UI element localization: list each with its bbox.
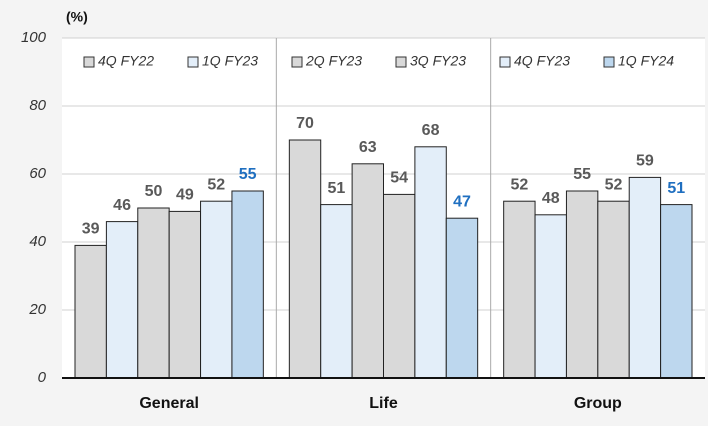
bar (534, 214, 567, 379)
legend-label: 4Q FY23 (514, 53, 570, 69)
bar (383, 193, 416, 379)
bar (445, 217, 479, 379)
bar (200, 200, 233, 379)
data-label: 46 (113, 197, 131, 214)
data-label: 48 (542, 190, 560, 207)
bar (168, 210, 202, 379)
data-label: 39 (82, 221, 100, 238)
x-tick-label: Life (369, 395, 398, 412)
bar (74, 244, 107, 379)
data-label: 55 (573, 166, 591, 183)
bar (320, 204, 353, 379)
y-tick-label: 20 (28, 301, 46, 318)
data-label: 59 (636, 153, 654, 170)
data-label: 52 (510, 176, 528, 193)
data-label: 47 (453, 193, 471, 210)
data-label: 51 (328, 180, 346, 197)
legend-swatch (187, 56, 199, 68)
bar (597, 200, 630, 379)
legend-swatch (395, 56, 407, 68)
y-tick-label: 0 (38, 369, 47, 386)
data-label: 70 (296, 115, 314, 132)
bar (414, 146, 447, 379)
data-label: 54 (390, 170, 408, 187)
legend-label: 1Q FY23 (202, 53, 258, 69)
data-label: 52 (605, 176, 623, 193)
bar (105, 221, 139, 379)
legend-label: 4Q FY22 (98, 53, 154, 69)
legend-swatch (83, 56, 95, 68)
x-tick-label: Group (574, 395, 622, 412)
bar (231, 190, 264, 379)
bar (351, 163, 385, 379)
legend-swatch (291, 56, 303, 68)
data-label: 63 (359, 139, 377, 156)
data-label: 51 (667, 180, 685, 197)
bar (565, 190, 599, 379)
bar (628, 176, 662, 379)
data-label: 68 (422, 122, 440, 139)
legend-label: 1Q FY24 (618, 53, 674, 69)
data-label: 52 (207, 176, 225, 193)
data-label: 49 (176, 187, 194, 204)
y-tick-label: 40 (29, 233, 46, 250)
bar (288, 139, 322, 379)
legend-swatch (603, 56, 615, 68)
data-label: 50 (145, 183, 163, 200)
bar (137, 207, 170, 379)
legend-swatch (499, 56, 511, 68)
x-tick-label: General (139, 395, 199, 412)
legend-label: 3Q FY23 (410, 53, 466, 69)
bar (503, 200, 536, 379)
bar (660, 204, 693, 379)
legend-label: 2Q FY23 (305, 53, 362, 69)
unit-label: (%) (66, 9, 88, 25)
y-tick-label: 80 (29, 97, 46, 114)
y-tick-label: 60 (29, 165, 46, 182)
y-tick-label: 100 (21, 29, 47, 46)
data-label: 55 (239, 166, 257, 183)
